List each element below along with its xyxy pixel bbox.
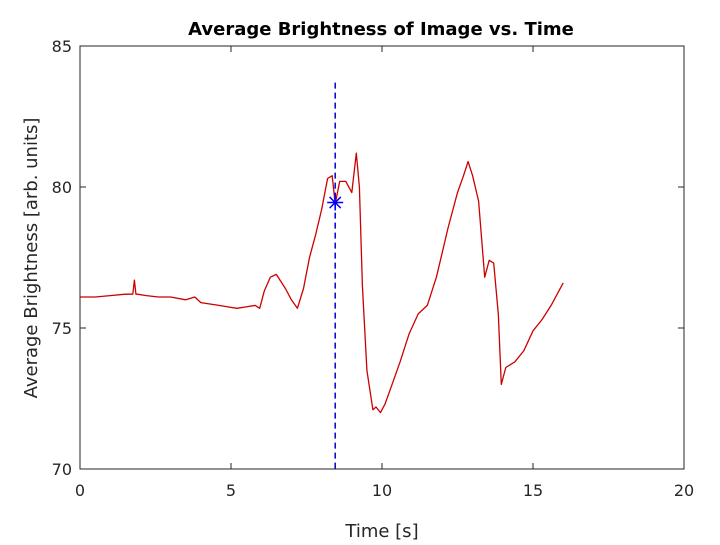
y-axis: 70 75 80 85 bbox=[52, 37, 684, 479]
y-tick-label: 85 bbox=[52, 37, 72, 56]
series-line bbox=[80, 152, 564, 414]
x-axis: 0 5 10 15 20 bbox=[75, 46, 694, 500]
y-axis-label: Average Brightness [arb. units] bbox=[21, 118, 42, 399]
asterisk-stroke bbox=[329, 196, 342, 209]
plot-area bbox=[80, 46, 684, 469]
x-tick-label: 15 bbox=[523, 481, 543, 500]
x-tick-label: 0 bbox=[75, 481, 85, 500]
asterisk-marker bbox=[327, 194, 344, 211]
x-tick-label: 20 bbox=[674, 481, 694, 500]
x-axis-label: Time [s] bbox=[344, 521, 418, 542]
y-tick-label: 80 bbox=[52, 178, 72, 197]
y-tick-label: 70 bbox=[52, 460, 72, 479]
y-tick-label: 75 bbox=[52, 319, 72, 338]
chart-title: Average Brightness of Image vs. Time bbox=[188, 19, 574, 40]
data-layer bbox=[80, 82, 564, 469]
x-tick-label: 10 bbox=[372, 481, 392, 500]
x-tick-label: 5 bbox=[226, 481, 236, 500]
plot-background bbox=[80, 46, 684, 469]
